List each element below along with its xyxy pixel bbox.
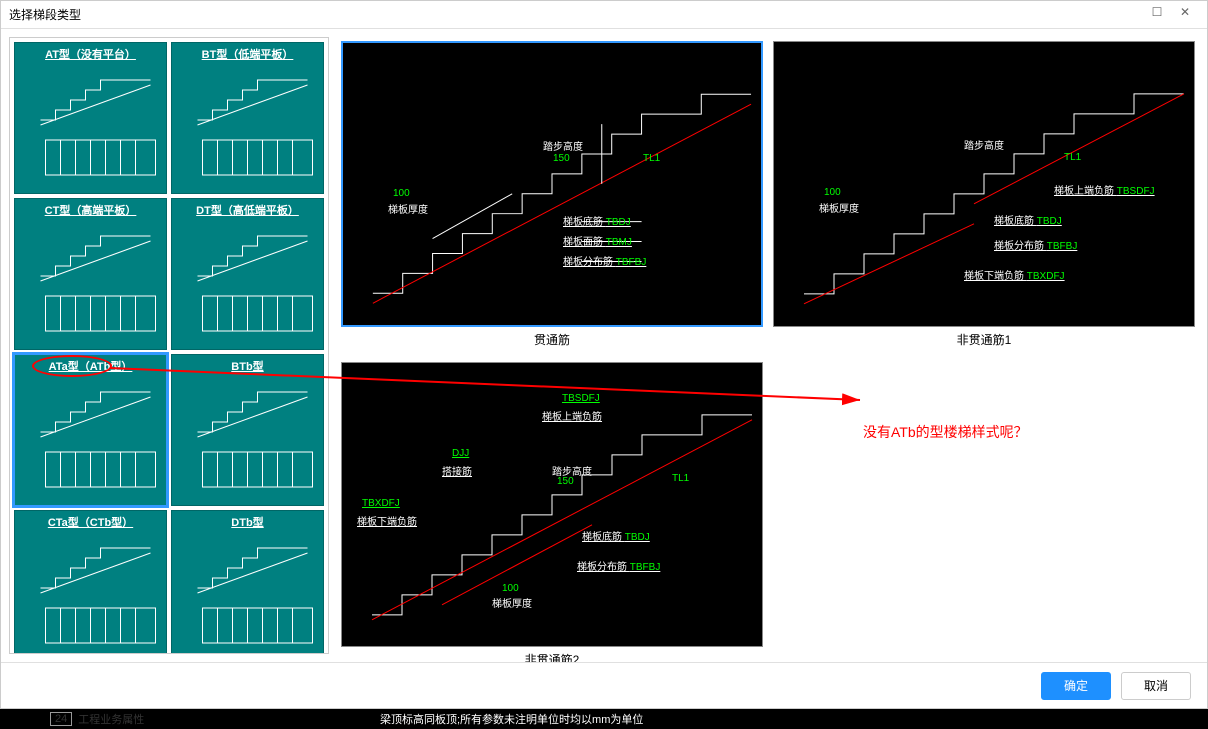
titlebar: 选择梯段类型 ☐ ✕ bbox=[1, 1, 1207, 29]
preview-caption-1: 贯通筋 bbox=[341, 327, 763, 352]
thumb-title: AT型（没有平台） bbox=[15, 43, 166, 65]
ok-button[interactable]: 确定 bbox=[1041, 672, 1111, 700]
thumb-title: DTb型 bbox=[172, 511, 323, 533]
stair-type-thumb-4[interactable]: ATa型（ATb型） bbox=[14, 354, 167, 506]
close-button[interactable]: ✕ bbox=[1171, 5, 1199, 25]
preview-grid: 踏步高度 150 TL1 100 梯板厚度 梯板底筋 TBDJ 梯板面筋 TBM… bbox=[337, 37, 1199, 662]
annotation-text: 没有ATb的型楼梯样式呢？ bbox=[863, 422, 1028, 442]
preview-panel: 踏步高度 150 TL1 100 梯板厚度 梯板底筋 TBDJ 梯板面筋 TBM… bbox=[337, 37, 1199, 654]
thumb-title: DT型（高低端平板） bbox=[172, 199, 323, 221]
stair-type-thumb-2[interactable]: CT型（高端平板） bbox=[14, 198, 167, 350]
status-strip: 梁顶标高同板顶;所有参数未注明单位时均以mm为单位 bbox=[0, 709, 1208, 729]
dialog: 选择梯段类型 ☐ ✕ AT型（没有平台） BT型（低端平板） CT型（高端平板） DT… bbox=[0, 0, 1208, 709]
preview-caption-2: 非贯通筋1 bbox=[773, 327, 1195, 352]
stair-type-thumb-0[interactable]: AT型（没有平台） bbox=[14, 42, 167, 194]
footer: 确定 取消 bbox=[1, 662, 1207, 708]
thumb-title: ATa型（ATb型） bbox=[15, 355, 166, 377]
preview-cell-2: 踏步高度 TL1 100 梯板厚度 梯板上端负筋 TBSDFJ 梯板底筋 TBD… bbox=[773, 41, 1195, 352]
stair-type-thumb-5[interactable]: BTb型 bbox=[171, 354, 324, 506]
preview-caption-3: 非贯通筋2 bbox=[341, 647, 763, 662]
preview-cell-empty: 没有ATb的型楼梯样式呢？ bbox=[773, 362, 1195, 662]
content: AT型（没有平台） BT型（低端平板） CT型（高端平板） DT型（高低端平板） ATa… bbox=[1, 29, 1207, 662]
thumb-title: CT型（高端平板） bbox=[15, 199, 166, 221]
stair-type-thumb-7[interactable]: DTb型 bbox=[171, 510, 324, 654]
preview-image-3[interactable]: TBSDFJ 梯板上端负筋 DJJ 搭接筋 踏步高度 150 TL1 TBXDF… bbox=[341, 362, 763, 648]
preview-image-1[interactable]: 踏步高度 150 TL1 100 梯板厚度 梯板底筋 TBDJ 梯板面筋 TBM… bbox=[341, 41, 763, 327]
thumb-title: BT型（低端平板） bbox=[172, 43, 323, 65]
stair-diagram-3 bbox=[342, 363, 762, 647]
maximize-button[interactable]: ☐ bbox=[1143, 5, 1171, 25]
stair-type-thumb-1[interactable]: BT型（低端平板） bbox=[171, 42, 324, 194]
dialog-title: 选择梯段类型 bbox=[9, 6, 81, 23]
thumb-title: BTb型 bbox=[172, 355, 323, 377]
stair-type-thumb-6[interactable]: CTa型（CTb型） bbox=[14, 510, 167, 654]
preview-image-2[interactable]: 踏步高度 TL1 100 梯板厚度 梯板上端负筋 TBSDFJ 梯板底筋 TBD… bbox=[773, 41, 1195, 327]
cancel-button[interactable]: 取消 bbox=[1121, 672, 1191, 700]
preview-cell-1: 踏步高度 150 TL1 100 梯板厚度 梯板底筋 TBDJ 梯板面筋 TBM… bbox=[341, 41, 763, 352]
stair-type-thumb-3[interactable]: DT型（高低端平板） bbox=[171, 198, 324, 350]
preview-cell-3: TBSDFJ 梯板上端负筋 DJJ 搭接筋 踏步高度 150 TL1 TBXDF… bbox=[341, 362, 763, 662]
stair-type-list: AT型（没有平台） BT型（低端平板） CT型（高端平板） DT型（高低端平板） ATa… bbox=[9, 37, 329, 654]
stair-diagram-1 bbox=[343, 43, 761, 325]
bottom-left-info: 24 工程业务属性 bbox=[50, 709, 144, 729]
thumb-title: CTa型（CTb型） bbox=[15, 511, 166, 533]
